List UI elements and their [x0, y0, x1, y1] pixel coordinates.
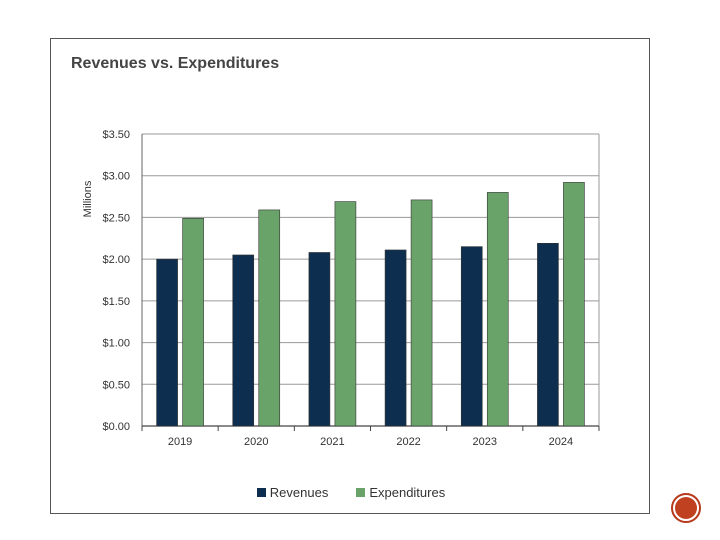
chart-frame: Revenues vs. Expenditures Millions $0.00…	[50, 38, 650, 514]
x-tick-label: 2021	[320, 436, 344, 448]
y-tick-label: $2.50	[102, 212, 130, 224]
legend-item-expenditures: Expenditures	[356, 485, 445, 500]
x-tick-label: 2019	[168, 436, 192, 448]
x-tick-label: 2024	[549, 436, 573, 448]
chart-plot: $0.00 $0.50 $1.00 $1.50 $2.00 $2.50 $3.00 $3.50…	[102, 129, 600, 448]
x-tick-label: 2020	[244, 436, 268, 448]
x-tick-label: 2023	[473, 436, 497, 448]
next-slide-button[interactable]	[671, 493, 701, 523]
legend-item-revenues: Revenues	[256, 485, 329, 500]
legend-swatch	[356, 488, 366, 497]
y-tick-label: $1.00	[102, 338, 130, 350]
expenditure-bar-2021	[334, 201, 357, 427]
revenue-bar-2021	[308, 252, 331, 427]
x-tick-label: 2022	[396, 436, 420, 448]
legend-label: Expenditures	[369, 485, 446, 500]
revenue-bar-2022	[384, 249, 407, 427]
y-tick-label: $2.00	[102, 254, 130, 266]
y-tick-label: $3.50	[102, 129, 130, 141]
revenue-bar-2023	[460, 246, 483, 427]
chart-title: Revenues vs. Expenditures	[71, 55, 280, 72]
expenditure-bar-2023	[486, 192, 509, 427]
revenue-bar-2024	[537, 242, 559, 427]
expenditure-bar-2024	[563, 182, 585, 427]
y-tick-label: $0.50	[102, 379, 130, 391]
y-tick-label: $0.00	[102, 421, 130, 433]
expenditure-bar-2020	[258, 209, 281, 427]
expenditure-bar-2022	[410, 199, 433, 427]
nav-circle-icon	[675, 497, 697, 519]
revenue-bar-2020	[232, 254, 255, 427]
legend-label: Revenues	[269, 485, 329, 500]
y-tick-label: $1.50	[102, 296, 130, 308]
y-tick-label: $3.00	[102, 171, 130, 183]
revenue-bar-2019	[156, 258, 178, 427]
expenditure-bar-2019	[182, 217, 204, 427]
legend-swatch	[256, 488, 266, 497]
chart-legend: Revenues Expenditures	[51, 485, 651, 500]
